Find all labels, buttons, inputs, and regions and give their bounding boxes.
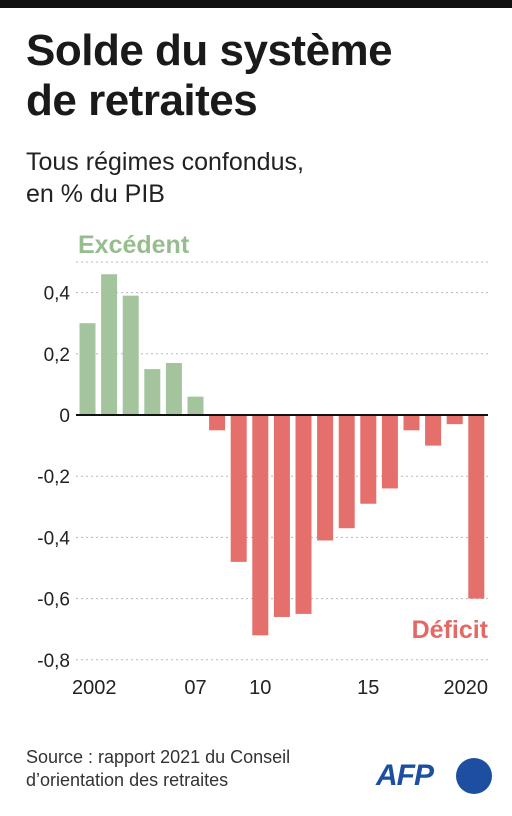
y-tick-label: -0,2 <box>37 467 70 488</box>
y-tick-label: -0,6 <box>37 590 70 611</box>
bar <box>468 415 485 599</box>
bar <box>317 415 334 541</box>
bar <box>403 415 420 431</box>
title-line-1: Solde du système <box>26 26 393 75</box>
chart-title: Solde du système de retraites <box>26 26 496 126</box>
bar <box>122 295 139 415</box>
bar <box>381 415 398 489</box>
bar <box>187 396 204 415</box>
y-tick-label: -0,4 <box>37 528 70 549</box>
y-tick-label: 0 <box>59 406 70 427</box>
bar <box>144 369 161 415</box>
bar <box>101 274 118 415</box>
bar <box>360 415 377 504</box>
bar <box>425 415 442 446</box>
bar <box>252 415 269 636</box>
annotation-deficit: Déficit <box>412 616 489 644</box>
top-bar <box>0 0 512 8</box>
subtitle-line-2: en % du PIB <box>26 180 165 208</box>
bar <box>209 415 226 431</box>
x-tick-label: 15 <box>357 677 379 699</box>
x-tick-label: 07 <box>184 677 206 699</box>
bar <box>79 323 96 415</box>
x-tick-label: 2020 <box>444 677 489 699</box>
source-line-1: Source : rapport 2021 du Conseil <box>26 747 291 767</box>
bar <box>295 415 312 614</box>
bar <box>230 415 247 562</box>
bar-layer <box>79 274 485 636</box>
afp-logo: AFP <box>376 756 494 796</box>
y-tick-label: -0,8 <box>37 651 70 672</box>
logo-dot-icon <box>456 758 492 794</box>
x-tick-label: 10 <box>249 677 271 699</box>
bar <box>338 415 355 529</box>
annotation-excedent: Excédent <box>78 231 190 259</box>
bar <box>165 362 182 415</box>
bar <box>446 415 463 425</box>
source-line-2: d’orientation des retraites <box>26 770 229 790</box>
bar <box>273 415 290 617</box>
subtitle-line-1: Tous régimes confondus, <box>26 148 304 176</box>
chart-subtitle: Tous régimes confondus, en % du PIB <box>26 146 496 210</box>
source-note: Source : rapport 2021 du Conseil d’orien… <box>26 746 366 792</box>
x-tick-label: 2002 <box>72 677 117 699</box>
title-line-2: de retraites <box>26 76 258 125</box>
y-tick-label: 0,2 <box>44 345 70 366</box>
logo-text: AFP <box>376 759 434 792</box>
y-tick-label: 0,4 <box>44 284 71 305</box>
